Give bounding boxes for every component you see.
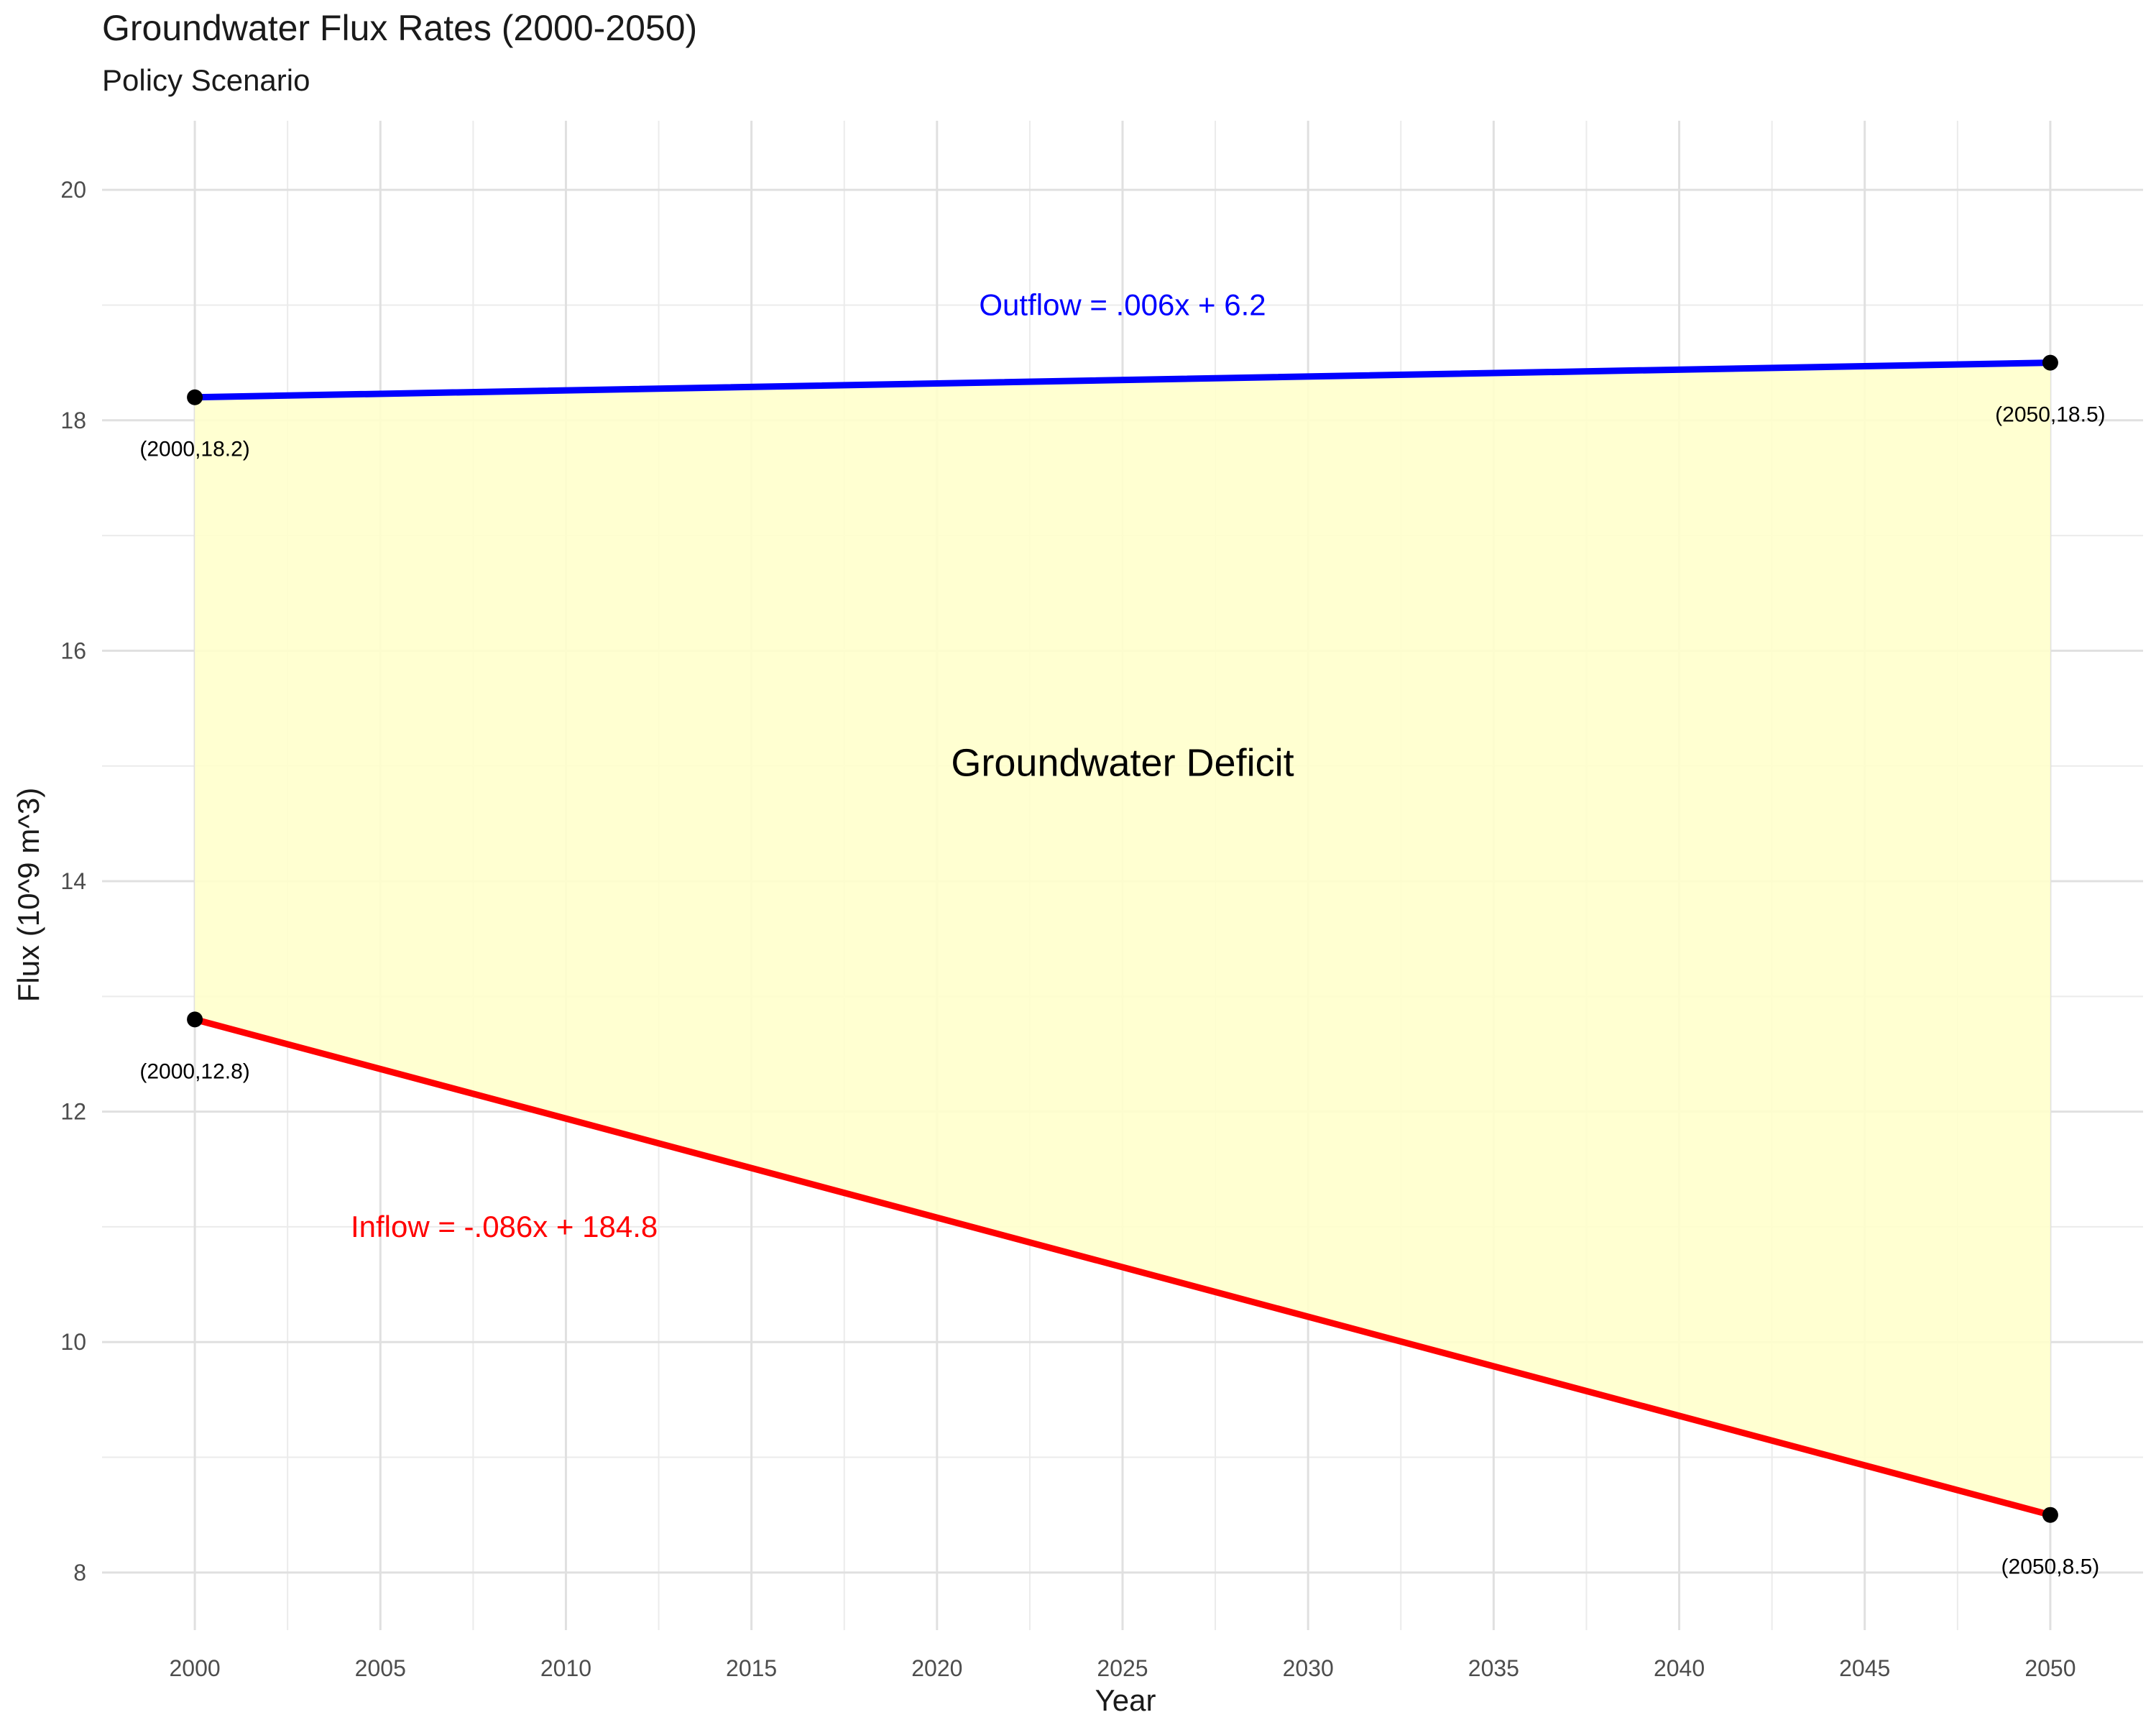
deficit-region xyxy=(195,362,2050,1515)
inflow-point xyxy=(187,1011,203,1028)
y-tick-label: 14 xyxy=(60,868,86,894)
y-tick-label: 12 xyxy=(60,1099,86,1125)
y-tick-label: 18 xyxy=(60,408,86,433)
equation-label: Outflow = .006x + 6.2 xyxy=(979,288,1266,321)
x-tick-label: 2035 xyxy=(1468,1655,1519,1681)
x-tick-label: 2040 xyxy=(1654,1655,1705,1681)
y-tick-label: 16 xyxy=(60,638,86,663)
y-axis-title: Flux (10^9 m^3) xyxy=(11,788,45,1003)
x-tick-label: 2005 xyxy=(355,1655,406,1681)
x-tick-label: 2010 xyxy=(540,1655,591,1681)
point-label: (2000,18.2) xyxy=(139,438,249,461)
text-annotations: (2000,18.2) (2050,18.5) (2000,12.8) (2050,8… xyxy=(139,288,2105,1578)
chart-subtitle: Policy Scenario xyxy=(102,63,310,97)
outflow-line xyxy=(191,359,2054,401)
point-label: (2000,12.8) xyxy=(139,1059,249,1083)
deficit-area xyxy=(195,362,2050,1515)
y-tick-label: 10 xyxy=(60,1329,86,1355)
chart-title: Groundwater Flux Rates (2000-2050) xyxy=(102,8,698,48)
data-points xyxy=(187,354,2058,1523)
outflow-point xyxy=(187,389,203,405)
x-axis-title: Year xyxy=(1095,1683,1156,1717)
x-tick-label: 2020 xyxy=(911,1655,962,1681)
y-tick-label: 8 xyxy=(73,1560,86,1586)
deficit-label: Groundwater Deficit xyxy=(951,742,1294,785)
outflow-point xyxy=(2042,354,2058,371)
x-tick-label: 2025 xyxy=(1097,1655,1148,1681)
inflow-line xyxy=(191,1016,2054,1519)
point-label: (2050,8.5) xyxy=(2001,1555,2100,1579)
inflow-point xyxy=(2042,1506,2058,1523)
x-tick-labels: 2000 2005 2010 2015 2020 2025 2030 2035 2040 2045… xyxy=(169,1655,2076,1681)
x-tick-label: 2000 xyxy=(169,1655,220,1681)
y-tick-labels: 8 10 12 14 16 18 20 xyxy=(60,177,86,1586)
x-tick-label: 2045 xyxy=(1839,1655,1890,1681)
x-tick-label: 2050 xyxy=(2024,1655,2076,1681)
x-tick-label: 2015 xyxy=(726,1655,777,1681)
x-tick-label: 2030 xyxy=(1283,1655,1334,1681)
point-label: (2050,18.5) xyxy=(1995,403,2105,427)
equation-label: Inflow = -.086x + 184.8 xyxy=(351,1210,658,1243)
series-lines xyxy=(191,359,2054,1519)
y-tick-label: 20 xyxy=(60,177,86,203)
